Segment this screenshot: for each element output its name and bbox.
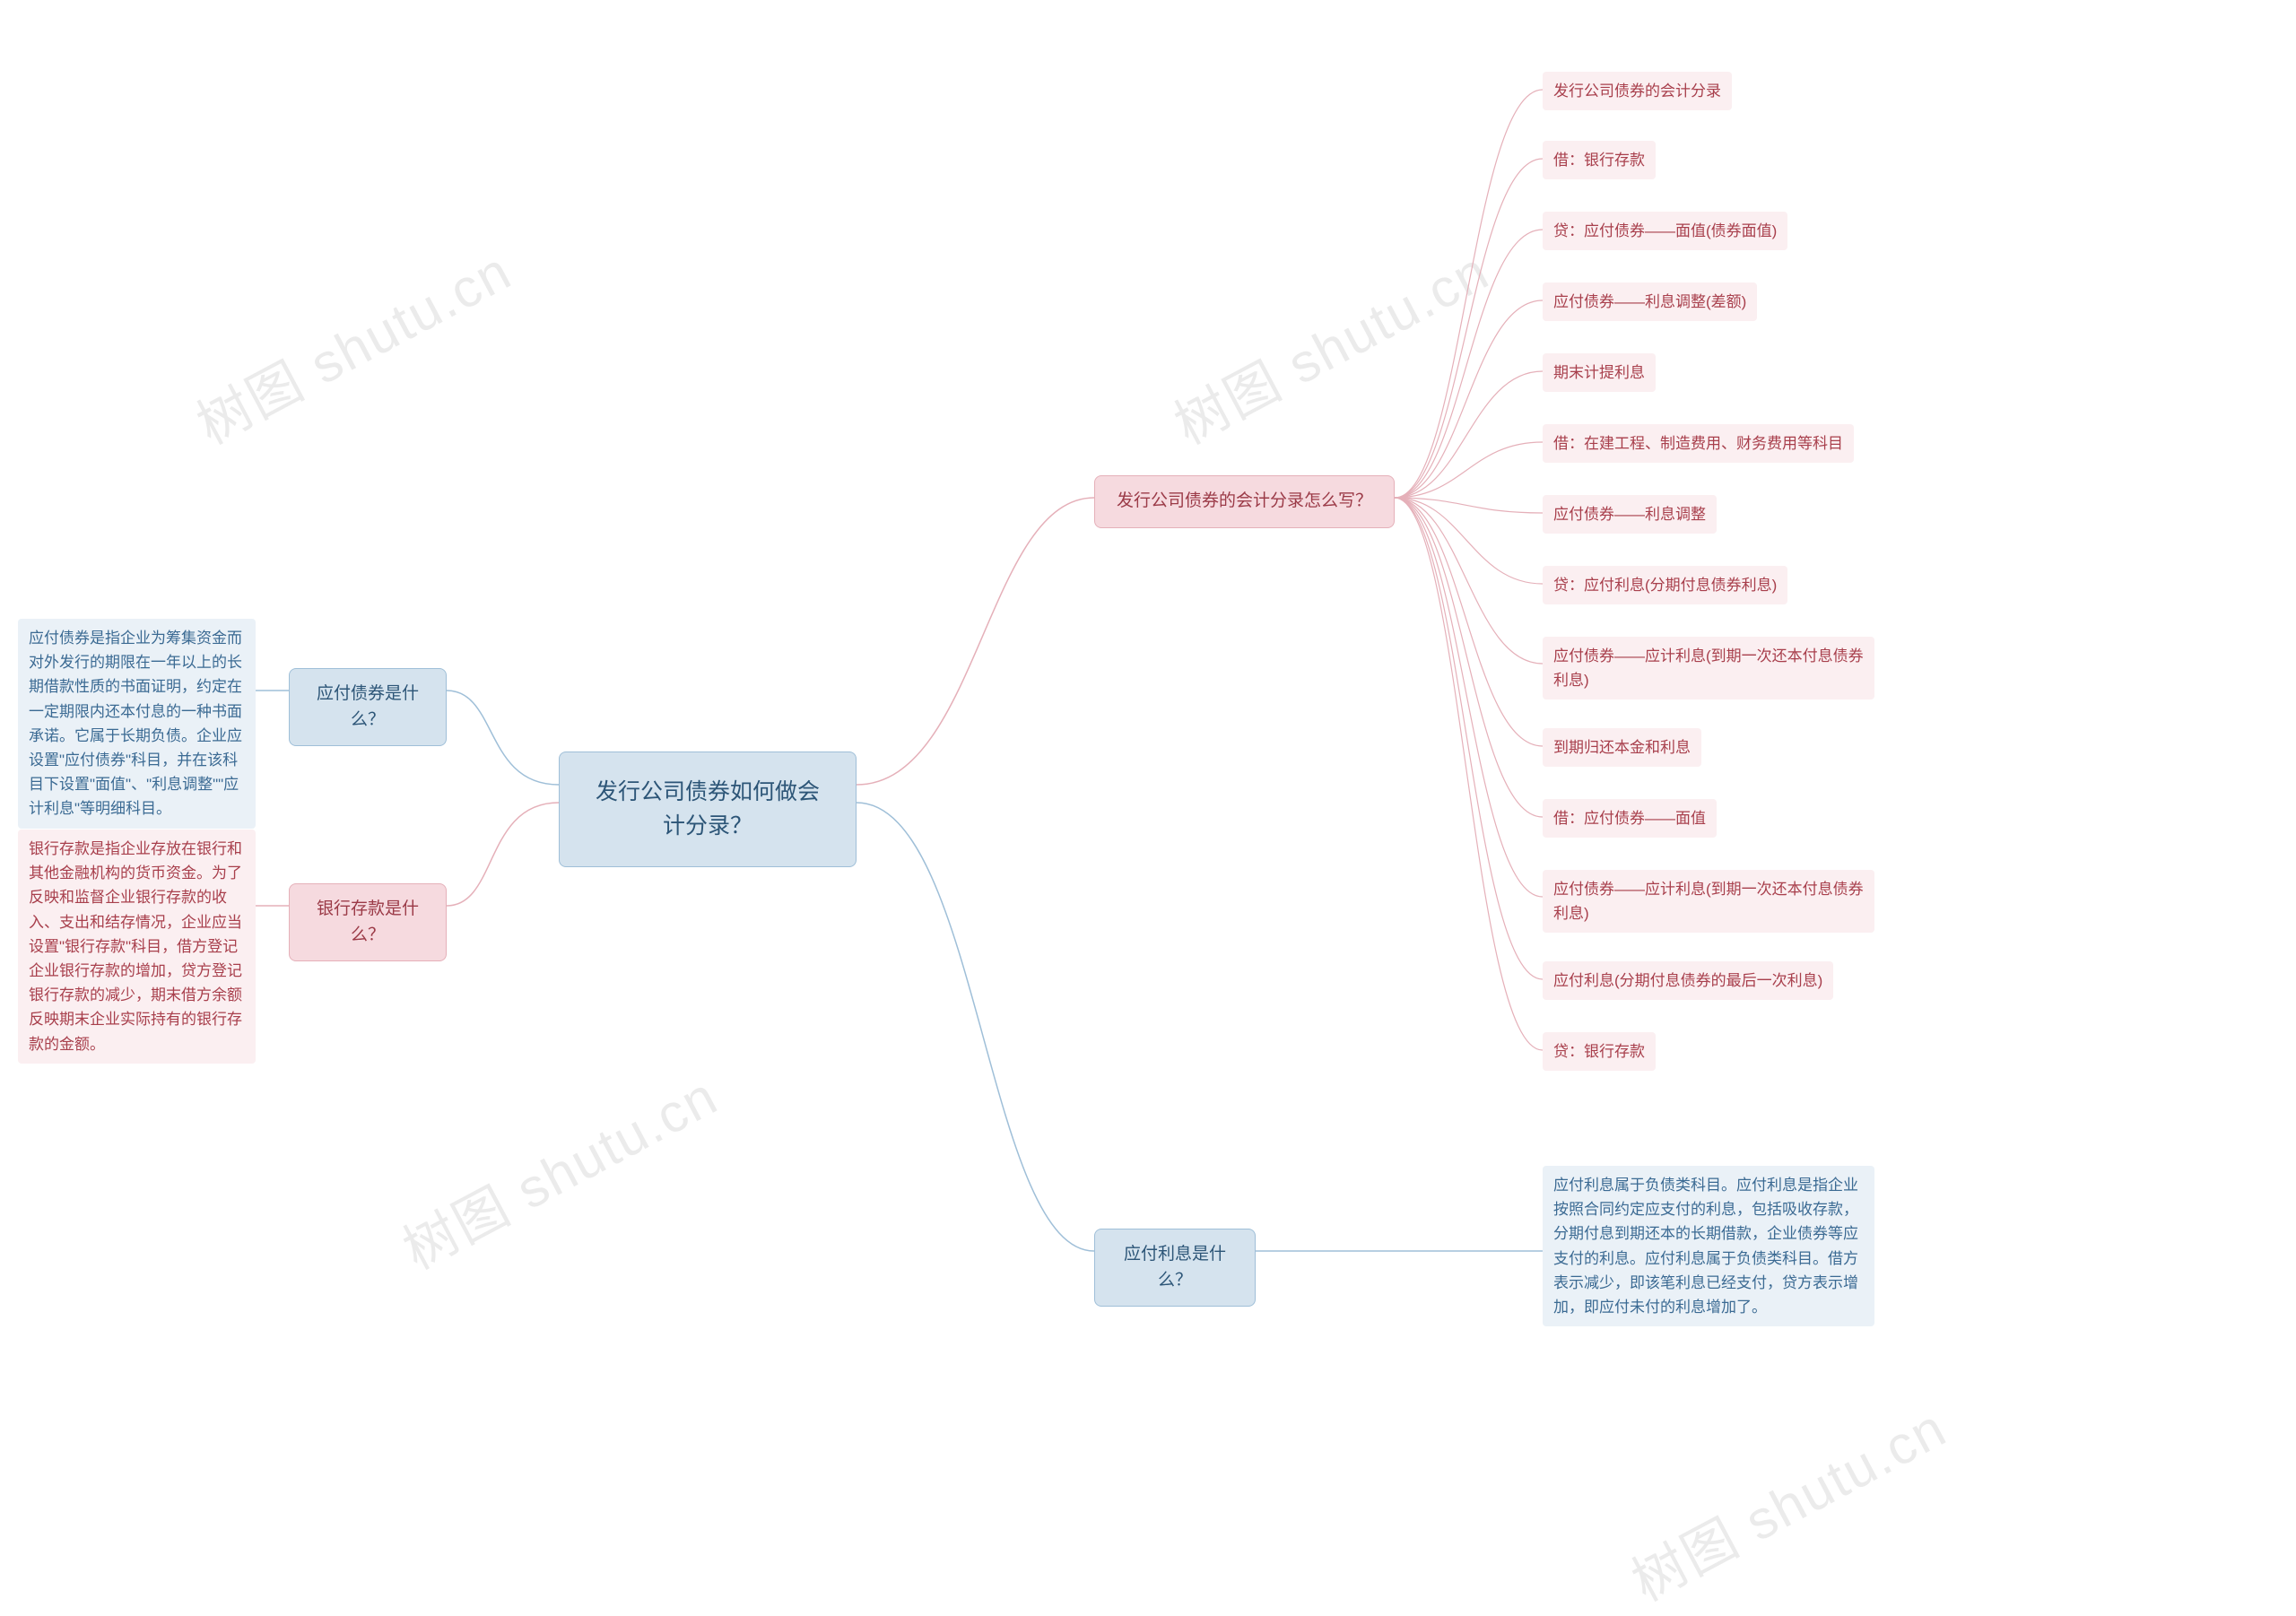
leaf-b1-2: 贷：应付债券——面值(债券面值) [1543, 212, 1787, 250]
leaf-b1-8: 应付债券——应计利息(到期一次还本付息债券利息) [1543, 637, 1874, 699]
branch-b2: 应付债券是什么？ [289, 668, 447, 746]
leaf-b2-0: 应付债券是指企业为筹集资金而对外发行的期限在一年以上的长期借款性质的书面证明，约… [18, 619, 256, 829]
branch-b3-label: 银行存款是什么？ [309, 897, 426, 948]
branch-b4-label: 应付利息是什么？ [1115, 1242, 1235, 1293]
branch-b2-label: 应付债券是什么？ [309, 682, 426, 733]
leaf-b1-11: 应付债券——应计利息(到期一次还本付息债券利息) [1543, 870, 1874, 933]
branch-b3: 银行存款是什么？ [289, 883, 447, 961]
leaf-b1-13: 贷：银行存款 [1543, 1032, 1656, 1071]
leaf-b1-10: 借：应付债券——面值 [1543, 799, 1717, 838]
root-node: 发行公司债券如何做会计分录？ [559, 752, 857, 867]
branch-b4: 应付利息是什么？ [1094, 1229, 1256, 1307]
root-label: 发行公司债券如何做会计分录？ [590, 776, 825, 843]
leaf-b1-5: 借：在建工程、制造费用、财务费用等科目 [1543, 424, 1854, 463]
branch-b1-label: 发行公司债券的会计分录怎么写？ [1117, 489, 1372, 515]
branch-b1: 发行公司债券的会计分录怎么写？ [1094, 475, 1395, 528]
leaf-b1-7: 贷：应付利息(分期付息债券利息) [1543, 566, 1787, 604]
watermark: 树图 shutu.cn [1616, 1386, 1958, 1616]
leaf-b1-1: 借：银行存款 [1543, 141, 1656, 179]
leaf-b1-6: 应付债券——利息调整 [1543, 495, 1717, 534]
connector-layer [0, 0, 2296, 1568]
leaf-b4-0: 应付利息属于负债类科目。应付利息是指企业按照合同约定应支付的利息，包括吸收存款，… [1543, 1166, 1874, 1326]
watermark: 树图 shutu.cn [181, 229, 523, 460]
leaf-b1-12: 应付利息(分期付息债券的最后一次利息) [1543, 961, 1833, 1000]
watermark: 树图 shutu.cn [387, 1054, 729, 1285]
leaf-b1-0: 发行公司债券的会计分录 [1543, 72, 1732, 110]
leaf-b1-9: 到期归还本金和利息 [1543, 728, 1701, 767]
leaf-b1-4: 期末计提利息 [1543, 353, 1656, 392]
watermark: 树图 shutu.cn [1159, 229, 1500, 460]
leaf-b1-3: 应付债券——利息调整(差额) [1543, 282, 1757, 321]
leaf-b3-0: 银行存款是指企业存放在银行和其他金融机构的货币资金。为了反映和监督企业银行存款的… [18, 830, 256, 1064]
